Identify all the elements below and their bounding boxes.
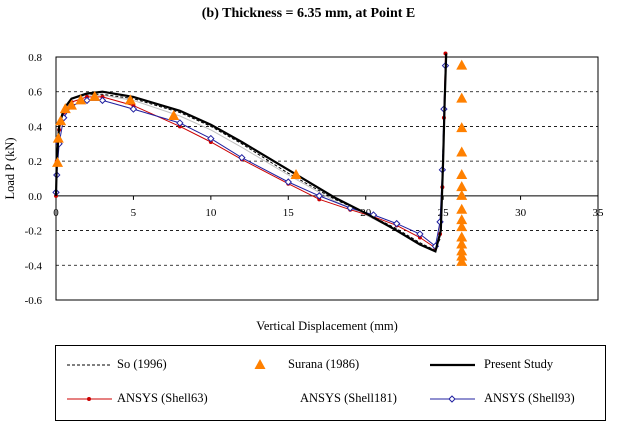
data-point-ansys-shell93	[207, 134, 215, 143]
data-point-surana-1986	[89, 90, 101, 101]
data-point-surana-1986	[456, 169, 468, 180]
legend-label-present-study: Present Study	[484, 357, 554, 371]
data-point-surana-1986	[55, 115, 67, 126]
data-point-surana-1986	[168, 110, 180, 121]
x-tick-label: 0	[53, 207, 59, 219]
y-tick-label: 0.4	[28, 121, 42, 133]
y-tick-label: -0.2	[25, 226, 42, 238]
x-tick-label: 35	[593, 207, 605, 219]
legend-marker-surana-1986	[254, 359, 266, 369]
data-point-surana-1986	[456, 231, 468, 242]
data-point-surana-1986	[456, 181, 468, 192]
legend-marker-ansys-shell93	[448, 395, 456, 403]
data-point-surana-1986	[456, 59, 468, 70]
data-point-surana-1986	[456, 214, 468, 225]
data-point-surana-1986	[456, 189, 468, 200]
y-tick-label: 0.8	[28, 52, 42, 64]
data-point-surana-1986	[75, 94, 87, 105]
plot-area	[55, 56, 599, 301]
y-tick-label: 0.0	[28, 191, 42, 203]
data-point-ansys-shell93	[98, 96, 107, 105]
data-point-surana-1986	[59, 103, 71, 114]
x-tick-label: 5	[131, 207, 137, 219]
legend-label-surana-1986: Surana (1986)	[288, 357, 360, 371]
chart-title: (b) Thickness = 6.35 mm, at Point E	[201, 6, 416, 21]
data-point-surana-1986	[456, 238, 468, 249]
data-point-ansys-shell93	[416, 230, 424, 238]
data-point-surana-1986	[52, 132, 64, 143]
data-point-ansys-shell93	[238, 153, 246, 162]
data-point-surana-1986	[456, 122, 468, 133]
legend-label-ansys-shell63: ANSYS (Shell63)	[117, 391, 208, 405]
data-point-surana-1986	[456, 203, 468, 214]
data-point-surana-1986	[456, 245, 468, 256]
data-point-ansys-shell93	[284, 178, 292, 186]
data-point-surana-1986	[65, 99, 77, 110]
y-tick-label: 0.6	[28, 87, 42, 99]
data-point-surana-1986	[456, 221, 468, 232]
data-point-surana-1986	[124, 94, 136, 105]
data-point-surana-1986	[290, 169, 302, 180]
legend-label-ansys-shell93: ANSYS (Shell93)	[484, 391, 575, 405]
data-point-surana-1986	[456, 146, 468, 157]
data-point-surana-1986	[52, 156, 64, 167]
data-point-surana-1986	[456, 255, 468, 266]
x-tick-label: 25	[438, 207, 450, 219]
y-tick-label: 0.2	[28, 156, 42, 168]
y-axis-title: Load P (kN)	[3, 137, 17, 199]
legend-marker-ansys-shell63	[87, 397, 91, 401]
y-tick-label: -0.4	[25, 260, 43, 272]
legend-label-so-1996: So (1996)	[117, 357, 167, 371]
data-point-ansys-shell93	[315, 192, 323, 200]
data-point-surana-1986	[456, 92, 468, 103]
legend	[55, 345, 606, 421]
data-point-ansys-shell93	[392, 219, 401, 228]
x-axis-title: Vertical Displacement (mm)	[256, 319, 398, 333]
x-tick-label: 10	[205, 207, 217, 219]
x-tick-label: 30	[515, 207, 527, 219]
data-point-ansys-shell93	[176, 119, 184, 127]
x-tick-label: 15	[283, 207, 295, 219]
data-point-ansys-shell93	[83, 96, 91, 105]
legend-label-ansys-shell181: ANSYS (Shell181)	[300, 391, 397, 405]
data-point-surana-1986	[456, 250, 468, 261]
data-point-ansys-shell93	[129, 105, 138, 113]
y-tick-label: -0.6	[25, 295, 43, 307]
